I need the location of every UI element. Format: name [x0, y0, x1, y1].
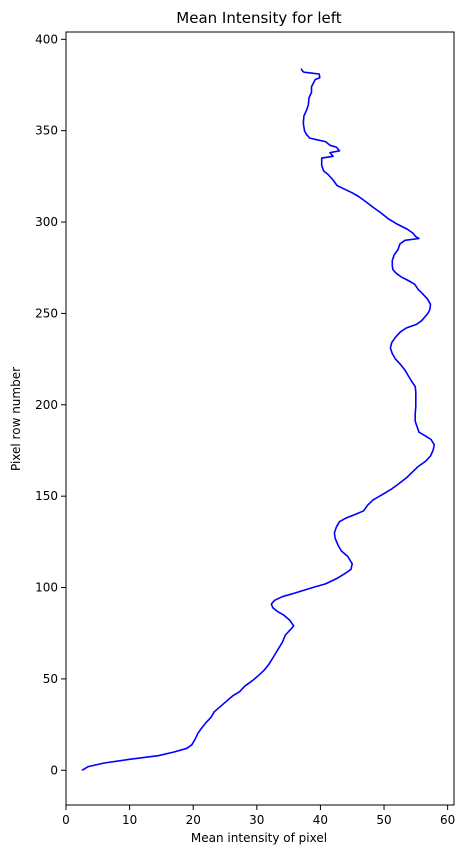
x-tick-label: 0 [62, 813, 70, 827]
y-tick-label: 250 [35, 306, 58, 320]
y-tick-label: 50 [43, 672, 58, 686]
y-tick-label: 400 [35, 32, 58, 46]
x-tick-label: 50 [376, 813, 391, 827]
x-tick-label: 40 [313, 813, 328, 827]
y-tick-label: 0 [50, 763, 58, 777]
y-tick-label: 350 [35, 124, 58, 138]
x-tick-label: 30 [249, 813, 264, 827]
y-tick-label: 150 [35, 489, 58, 503]
x-axis-label: Mean intensity of pixel [191, 831, 327, 845]
x-tick-label: 20 [186, 813, 201, 827]
x-tick-label: 60 [440, 813, 455, 827]
axis-ticks: 0 10 20 30 40 50 60 0 50 100 150 200 250 300 350 400 [35, 32, 455, 827]
y-tick-label: 100 [35, 581, 58, 595]
chart-title: Mean Intensity for left [176, 9, 341, 27]
data-series-line [81, 68, 436, 771]
y-tick-label: 200 [35, 398, 58, 412]
y-tick-label: 300 [35, 215, 58, 229]
y-axis-label: Pixel row number [9, 367, 23, 471]
x-tick-label: 10 [122, 813, 137, 827]
plot-frame [65, 31, 455, 806]
